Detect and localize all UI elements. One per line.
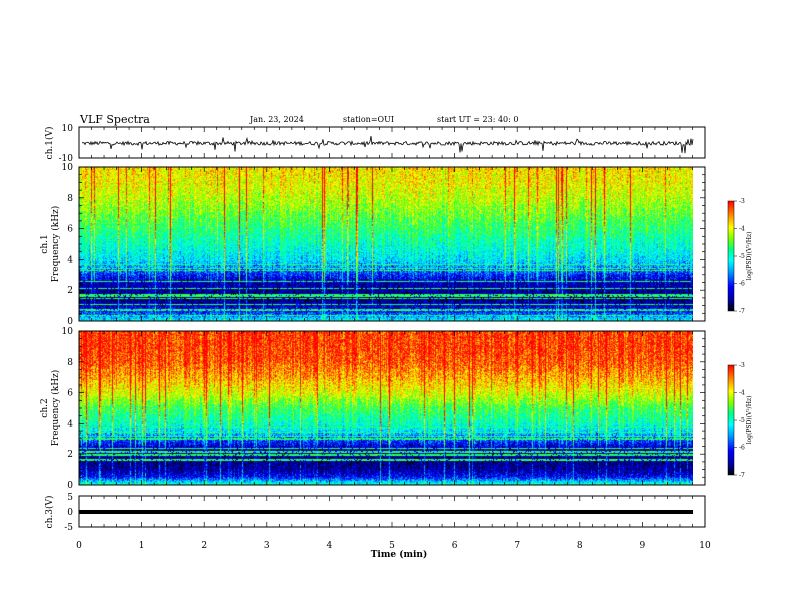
ch1-colorbar-tick-label: -4	[739, 226, 745, 233]
time-tick-label: 5	[389, 541, 395, 551]
ch1-waveform-trace	[81, 136, 694, 154]
figure-title: VLF Spectra	[79, 113, 150, 126]
header-station: station=OUI	[343, 115, 394, 124]
time-tick-label: 7	[514, 541, 520, 551]
ch3-waveform-ylabel: ch.3(V)	[44, 496, 55, 529]
ch2-colorbar-gradient	[727, 364, 735, 476]
ch1-waveform-ylabel: ch.1(V)	[44, 127, 55, 160]
ch3-ytick-minus5: -5	[64, 523, 73, 533]
ch2-spectrogram-panel: 0 2 4 6 8 10 ch.2 Frequency (kHz) -3 -4 -5 -6 -7 …	[40, 327, 753, 491]
ch2-spectrogram-ylabel-line2: Frequency (kHz)	[50, 370, 61, 447]
time-axis-tick-labels: 0 1 2 3 4 5 6 7 8 9 10	[76, 541, 711, 551]
time-tick-label: 2	[201, 541, 207, 551]
ch1-colorbar-tick-label: -3	[739, 198, 745, 205]
ch2-ytick-label: 6	[67, 389, 73, 399]
header-start-time: start UT = 23: 40: 0	[437, 115, 518, 124]
ch2-colorbar-tick-label: -6	[739, 445, 745, 452]
ch1-colorbar-gradient	[727, 200, 735, 312]
ch1-colorbar-tick-label: -6	[739, 281, 745, 288]
ch1-colorbar-tick-label: -7	[739, 308, 745, 315]
ch2-colorbar-tick-label: -3	[739, 362, 745, 369]
time-tick-label: 8	[577, 541, 583, 551]
ch2-spectrogram-yticks: 0 2 4 6 8 10	[62, 327, 705, 491]
ch1-ytick-label: 8	[67, 194, 73, 204]
ch1-ytick-label: 2	[67, 286, 73, 296]
time-tick-label: 9	[640, 541, 646, 551]
ch1-waveform-panel: 10 -10 ch.1(V)	[44, 124, 706, 164]
ch1-colorbar-tick-label: -5	[739, 253, 745, 260]
ch2-ytick-label: 0	[67, 481, 73, 491]
ch1-ytick-label: 4	[67, 255, 73, 265]
ch1-spectrogram-ylabel-line2: Frequency (kHz)	[50, 206, 61, 283]
ch2-ytick-label: 4	[67, 419, 73, 429]
time-axis-label: Time (min)	[371, 549, 428, 560]
time-tick-label: 6	[452, 541, 458, 551]
time-tick-label: 4	[327, 541, 333, 551]
ch2-ytick-label: 10	[62, 327, 74, 337]
ch2-spectrogram-ylabel-line1: ch.2	[40, 398, 50, 417]
ch2-ytick-label: 2	[67, 450, 73, 460]
ch1-ytick-label: 0	[67, 317, 73, 327]
ch1-spectrogram-heatmap	[79, 167, 693, 321]
ch3-ytick-5: 5	[67, 493, 73, 503]
ch2-colorbar-tick-label: -4	[739, 390, 745, 397]
ch1-ytick-label: 6	[67, 225, 73, 235]
ch3-ytick-0: 0	[67, 508, 73, 518]
time-tick-label: 3	[264, 541, 270, 551]
ch1-colorbar: -3 -4 -5 -6 -7 log(PSD)(V²/Hz)	[727, 198, 753, 315]
time-tick-label: 1	[139, 541, 145, 551]
time-axis-ticks	[78, 127, 706, 527]
ch1-spectrogram-ylabel-line1: ch.1	[40, 234, 50, 253]
ch1-ytick-top: 10	[62, 124, 74, 134]
time-tick-label: 0	[76, 541, 82, 551]
ch1-colorbar-ticks: -3 -4 -5 -6 -7	[734, 198, 745, 315]
ch2-colorbar-label: log(PSD)(V²/Hz)	[746, 396, 753, 445]
ch1-ytick-bottom: -10	[59, 154, 74, 164]
ch2-colorbar: -3 -4 -5 -6 -7 log(PSD)(V²/Hz)	[727, 362, 753, 479]
ch1-ytick-label: 10	[62, 163, 74, 173]
ch1-spectrogram-panel: 0 2 4 6 8 10 ch.1 Frequency (kHz) -3 -4 -5 -6 -7 …	[40, 163, 753, 327]
ch2-colorbar-tick-label: -7	[739, 472, 745, 479]
ch1-spectrogram-yticks: 0 2 4 6 8 10	[62, 163, 705, 327]
ch2-ytick-label: 8	[67, 358, 73, 368]
ch2-colorbar-ticks: -3 -4 -5 -6 -7	[734, 362, 745, 479]
ch2-colorbar-tick-label: -5	[739, 417, 745, 424]
ch2-spectrogram-heatmap	[79, 331, 693, 485]
time-tick-label: 10	[699, 541, 711, 551]
header-date: Jan. 23, 2024	[249, 115, 304, 124]
ch1-colorbar-label: log(PSD)(V²/Hz)	[746, 232, 753, 281]
ch3-waveform-panel: 5 0 -5 ch.3(V)	[44, 493, 706, 533]
